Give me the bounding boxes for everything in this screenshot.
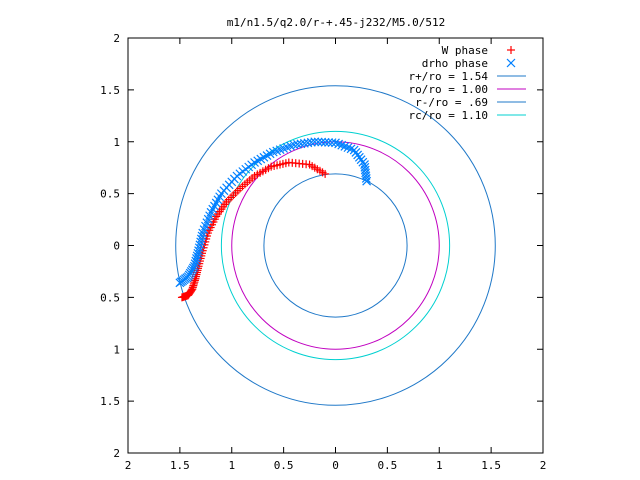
- circle-rro: [263, 173, 408, 318]
- marker-stroke: [324, 138, 334, 147]
- marker-stroke: [299, 138, 309, 148]
- marker-stroke: [320, 137, 330, 147]
- marker-stroke: [193, 248, 203, 258]
- data-point-drho-phase: [194, 243, 204, 253]
- legend-label: r-/ro = .69: [415, 96, 488, 109]
- circle-roro: [231, 141, 440, 350]
- marker-stroke: [331, 138, 340, 148]
- marker-stroke: [360, 162, 370, 172]
- data-point-drho-phase: [313, 137, 323, 147]
- marker-stroke: [340, 141, 350, 151]
- data-point-drho-phase: [337, 140, 347, 150]
- legend-label: drho phase: [422, 57, 488, 70]
- marker-stroke: [293, 139, 302, 149]
- marker-stroke: [194, 243, 204, 253]
- marker-stroke: [192, 251, 202, 261]
- legend-label: rc/ro = 1.10: [409, 109, 488, 122]
- marker-stroke: [343, 143, 353, 153]
- legend-swatch-cross: [506, 58, 516, 68]
- x-tick-label: 0.5: [274, 459, 294, 472]
- data-point-drho-phase: [349, 145, 359, 155]
- data-point-drho-phase: [327, 138, 337, 148]
- data-point-drho-phase: [191, 256, 201, 266]
- marker-stroke: [191, 256, 201, 266]
- data-point-drho-phase: [193, 248, 203, 258]
- marker-stroke: [296, 139, 306, 149]
- data-point-drho-phase: [293, 139, 302, 149]
- y-tick-label: 1.5: [100, 84, 120, 97]
- data-point-drho-phase: [320, 137, 330, 147]
- y-tick-label: 1: [113, 343, 120, 356]
- y-tick-label: 2: [113, 32, 120, 45]
- marker-stroke: [197, 231, 207, 241]
- chart-title: m1/n1.5/q2.0/r-+.45-j232/M5.0/512: [227, 16, 446, 29]
- y-tick-label: 2: [113, 447, 120, 460]
- marker-stroke: [317, 137, 327, 147]
- marker-stroke: [196, 237, 206, 247]
- data-point-drho-phase: [324, 138, 334, 147]
- marker-stroke: [195, 240, 205, 250]
- marker-stroke: [310, 137, 320, 147]
- y-tick-label: 1.5: [100, 395, 120, 408]
- y-tick-label: 0.5: [100, 291, 120, 304]
- x-tick-label: 1: [436, 459, 443, 472]
- circle-rcro: [220, 130, 451, 361]
- marker-stroke: [198, 228, 208, 238]
- marker-stroke: [192, 254, 201, 263]
- marker-stroke: [175, 278, 185, 288]
- marker-stroke: [194, 246, 203, 256]
- data-point-drho-phase: [192, 254, 201, 263]
- legend-label: W phase: [442, 44, 488, 57]
- circle-rro: [175, 85, 496, 406]
- data-point-drho-phase: [175, 278, 185, 288]
- data-point-drho-phase: [340, 141, 350, 151]
- x-tick-label: 1.5: [481, 459, 501, 472]
- y-tick-label: 0: [113, 240, 120, 253]
- x-tick-label: 0.5: [377, 459, 397, 472]
- x-tick-label: 1.5: [170, 459, 190, 472]
- data-point-drho-phase: [331, 138, 340, 148]
- marker-stroke: [303, 138, 313, 148]
- marker-stroke: [349, 145, 359, 155]
- x-tick-label: 2: [125, 459, 132, 472]
- marker-stroke: [313, 137, 323, 147]
- marker-stroke: [346, 144, 356, 154]
- marker-stroke: [306, 137, 316, 147]
- x-tick-label: 1: [228, 459, 235, 472]
- x-tick-label: 2: [540, 459, 547, 472]
- data-point-drho-phase: [192, 251, 202, 261]
- data-point-drho-phase: [346, 144, 356, 154]
- legend-label: ro/ro = 1.00: [409, 83, 488, 96]
- data-point-drho-phase: [343, 143, 353, 153]
- data-point-drho-phase: [360, 162, 370, 172]
- data-point-drho-phase: [194, 246, 203, 256]
- data-point-w-phase: [177, 293, 186, 302]
- legend-label: r+/ro = 1.54: [409, 70, 489, 83]
- y-tick-label: 0.5: [100, 188, 120, 201]
- marker-stroke: [327, 138, 337, 148]
- y-tick-label: 1: [113, 136, 120, 149]
- x-tick-label: 0: [332, 459, 339, 472]
- marker-stroke: [196, 234, 206, 244]
- marker-stroke: [337, 140, 347, 150]
- data-point-drho-phase: [317, 137, 327, 147]
